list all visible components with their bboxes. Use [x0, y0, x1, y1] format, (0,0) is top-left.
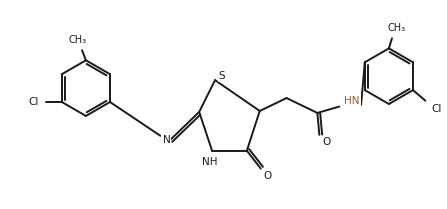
Text: NH: NH — [202, 157, 218, 167]
Text: Cl: Cl — [432, 104, 442, 114]
Text: CH₃: CH₃ — [388, 23, 406, 33]
Text: HN: HN — [344, 96, 360, 106]
Text: S: S — [219, 71, 225, 81]
Text: N: N — [163, 135, 170, 145]
Text: Cl: Cl — [29, 97, 39, 107]
Text: O: O — [322, 137, 330, 147]
Text: CH₃: CH₃ — [69, 36, 87, 45]
Text: O: O — [264, 171, 272, 181]
